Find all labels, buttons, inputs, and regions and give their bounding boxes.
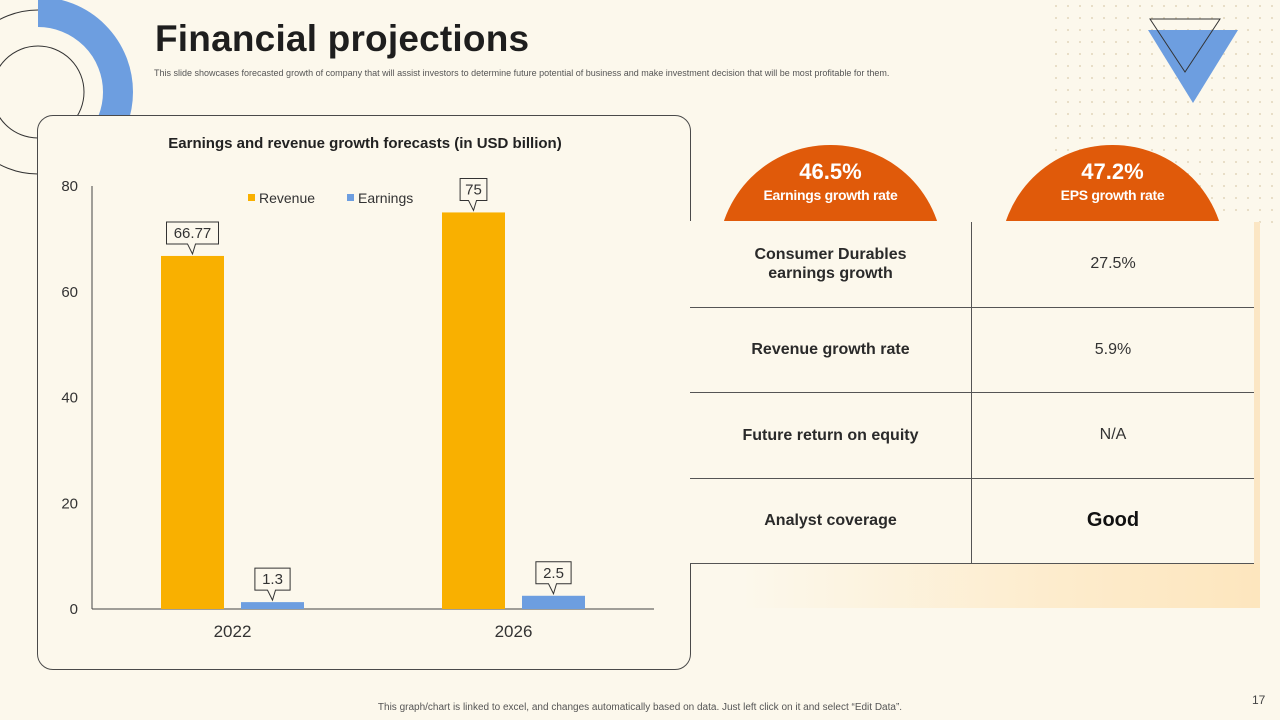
footer-note: This graph/chart is linked to excel, and… (377, 702, 903, 713)
data-label-callout (254, 567, 291, 602)
data-label: 66.77 (174, 225, 212, 242)
y-tick-label: 0 (70, 601, 78, 618)
table-cell-label: Analyst coverage (690, 478, 972, 563)
decorative-triangle-icon (1148, 18, 1238, 103)
y-tick-label: 60 (61, 284, 78, 301)
y-tick-label: 20 (61, 495, 78, 512)
legend-label: Earnings (358, 190, 413, 206)
kpi-label: Earnings growth rate (763, 187, 898, 203)
bar (522, 595, 585, 609)
kpi-value: 46.5% (799, 159, 862, 184)
legend-swatch (248, 194, 255, 201)
x-tick-label: 2022 (214, 622, 252, 641)
bar (161, 255, 224, 610)
data-label-callout (166, 221, 219, 256)
metrics-table: Consumer Durables earnings growth 27.5% … (690, 221, 1260, 564)
bar-chart: Earnings and revenue growth forecasts (i… (61, 135, 654, 641)
bar (442, 212, 505, 609)
x-tick-label: 2026 (495, 622, 533, 641)
table-cell-label: Consumer Durables earnings growth (690, 222, 972, 307)
table-row: Analyst coverage Good (690, 478, 1254, 564)
bar (241, 602, 304, 609)
kpi-label: EPS growth rate (1060, 187, 1165, 203)
chart-title: Earnings and revenue growth forecasts (i… (168, 135, 561, 152)
table-row: Future return on equity N/A (690, 393, 1254, 479)
kpi-value: 47.2% (1081, 159, 1144, 184)
table-row: Consumer Durables earnings growth 27.5% (690, 222, 1254, 308)
page-title: Financial projections (155, 18, 530, 59)
y-tick-label: 80 (61, 178, 78, 195)
table-cell-value: 27.5% (1090, 255, 1136, 273)
table-row: Revenue growth rate 5.9% (690, 307, 1254, 393)
page-subtitle: This slide showcases forecasted growth o… (154, 68, 890, 78)
table-cell-value: Good (1086, 509, 1140, 532)
chart-panel[interactable]: Earnings and revenue growth forecasts (i… (37, 115, 691, 670)
data-label-callout (459, 177, 488, 212)
page-number: 17 (1252, 693, 1266, 707)
legend-label: Revenue (259, 190, 315, 206)
background-shade (740, 560, 1260, 608)
y-tick-label: 40 (61, 390, 78, 407)
data-label: 75 (465, 181, 482, 198)
table-cell-label: Future return on equity (690, 393, 972, 478)
table-cell-label: Revenue growth rate (690, 307, 972, 392)
data-label-callout (535, 561, 572, 596)
legend-swatch (347, 194, 354, 201)
data-label: 2.5 (543, 565, 564, 582)
table-cell-value: 5.9% (1094, 340, 1132, 358)
table-cell-value: N/A (1099, 426, 1127, 444)
data-label: 1.3 (262, 571, 283, 588)
